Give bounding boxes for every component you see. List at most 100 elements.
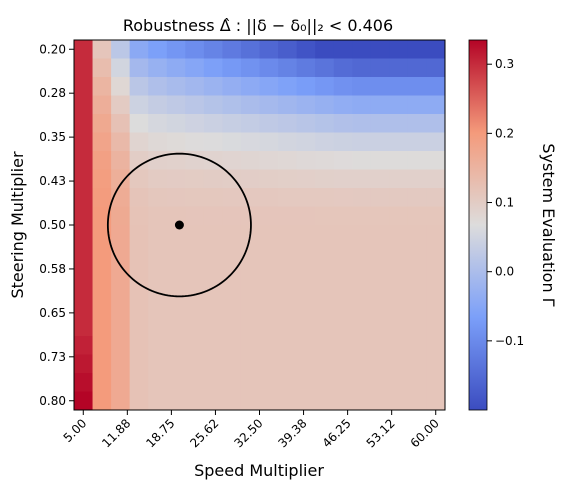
heatmap-cell <box>222 95 242 115</box>
heatmap-cell <box>129 262 149 281</box>
heatmap-cell <box>426 336 446 355</box>
heatmap-cell <box>222 151 242 170</box>
heatmap-cell <box>426 391 446 411</box>
heatmap-cell <box>426 40 446 59</box>
heatmap-cell <box>74 132 93 152</box>
heatmap-cell <box>296 391 316 411</box>
heatmap-cell <box>278 151 297 170</box>
heatmap-cell <box>111 299 131 318</box>
colorbar <box>468 39 488 411</box>
heatmap-cell <box>259 95 279 115</box>
heatmap-cell <box>74 58 93 78</box>
heatmap-cell <box>129 373 149 392</box>
heatmap-cell <box>185 336 205 355</box>
heatmap-cell <box>278 169 297 189</box>
heatmap-cell <box>166 188 186 207</box>
heatmap-cell <box>426 95 446 115</box>
y-tick-label: 0.43 <box>39 174 66 188</box>
heatmap-cell <box>222 354 242 374</box>
y-tick-label: 0.58 <box>39 262 66 276</box>
heatmap-cell <box>129 225 149 244</box>
heatmap-cell <box>129 336 149 355</box>
x-tick-label: 39.38 <box>275 416 309 450</box>
heatmap-cell <box>407 317 427 337</box>
heatmap-cell <box>92 299 112 318</box>
heatmap-cell <box>296 58 316 78</box>
colorbar-tick-label: 0.3 <box>495 57 514 71</box>
heatmap-cell <box>92 317 112 337</box>
heatmap-cell <box>92 373 112 392</box>
heatmap-cell <box>296 354 316 374</box>
heatmap-cell <box>74 225 93 244</box>
heatmap-cell <box>259 354 279 374</box>
heatmap-cell <box>111 262 131 281</box>
heatmap-cell <box>389 373 409 392</box>
heatmap-cell <box>74 95 93 115</box>
heatmap-cell <box>370 373 390 392</box>
heatmap-cell <box>166 336 186 355</box>
heatmap-cell <box>259 280 279 300</box>
heatmap-cell <box>148 132 168 152</box>
heatmap-cell <box>296 95 316 115</box>
heatmap-cell <box>407 40 427 59</box>
heatmap-cell <box>315 317 335 337</box>
y-tick-label: 0.80 <box>39 394 66 408</box>
heatmap-cell <box>333 132 353 152</box>
heatmap-cell <box>222 58 242 78</box>
heatmap-cell <box>370 77 390 96</box>
heatmap-cell <box>352 317 372 337</box>
heatmap-cell <box>426 188 446 207</box>
heatmap-cell <box>148 40 168 59</box>
heatmap-cell <box>185 299 205 318</box>
heatmap-cell <box>278 336 297 355</box>
heatmap-cell <box>315 280 335 300</box>
heatmap-cell <box>240 188 260 207</box>
heatmap-cell <box>278 40 297 59</box>
heatmap-cell <box>240 151 260 170</box>
heatmap-cell <box>259 243 279 263</box>
heatmap-cell <box>370 95 390 115</box>
heatmap-cell <box>352 40 372 59</box>
heatmap-cell <box>296 151 316 170</box>
heatmap-cell <box>389 169 409 189</box>
heatmap-cell <box>240 114 260 133</box>
heatmap-cell <box>203 169 223 189</box>
heatmap-cell <box>148 114 168 133</box>
heatmap-cell <box>185 225 205 244</box>
heatmap-cell <box>352 95 372 115</box>
heatmap-cell <box>259 58 279 78</box>
heatmap-cell <box>203 354 223 374</box>
heatmap-cell <box>222 188 242 207</box>
heatmap-cell <box>240 373 260 392</box>
heatmap-cell <box>148 373 168 392</box>
heatmap-cell <box>259 188 279 207</box>
heatmap-cell <box>222 114 242 133</box>
heatmap-cell <box>333 243 353 263</box>
colorbar-tick-label: 0.0 <box>495 265 514 279</box>
heatmap-cell <box>333 95 353 115</box>
heatmap-cell <box>92 40 112 59</box>
heatmap-cell <box>389 299 409 318</box>
heatmap-cell <box>426 225 446 244</box>
heatmap-cell <box>111 373 131 392</box>
heatmap-cell <box>166 262 186 281</box>
heatmap-cell <box>370 114 390 133</box>
x-axis-label: Speed Multiplier <box>194 461 324 480</box>
heatmap-cell <box>333 206 353 226</box>
heatmap-cell <box>352 262 372 281</box>
heatmap-cell <box>185 188 205 207</box>
y-tick-label: 0.50 <box>39 218 66 232</box>
heatmap-cell <box>129 317 149 337</box>
heatmap-cell <box>92 262 112 281</box>
heatmap-cell <box>92 243 112 263</box>
heatmap-cell <box>203 317 223 337</box>
heatmap-cell <box>315 373 335 392</box>
y-axis-ticks: 0.20 0.28 0.35 0.43 0.50 0.58 0.65 0.73 0.80 <box>39 42 74 408</box>
heatmap-cell <box>278 299 297 318</box>
heatmap-cell <box>148 262 168 281</box>
heatmap-cell <box>74 169 93 189</box>
heatmap-cell <box>333 77 353 96</box>
heatmap-cell <box>352 77 372 96</box>
heatmap-cell <box>333 280 353 300</box>
heatmap-cell <box>426 243 446 263</box>
